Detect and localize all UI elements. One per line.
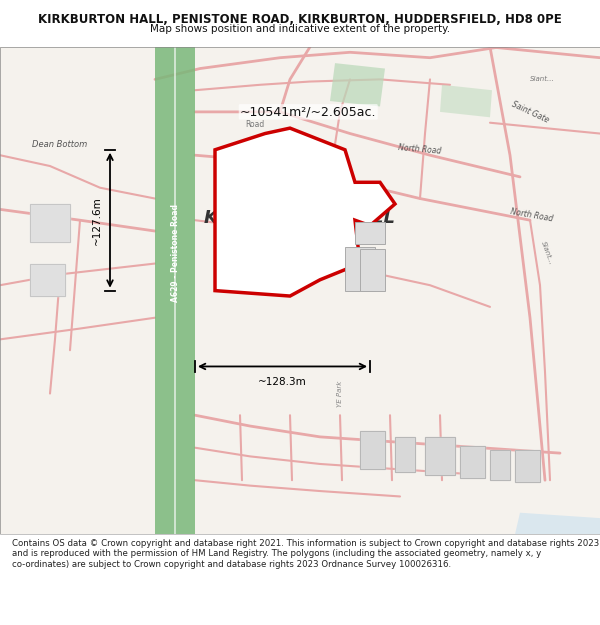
Bar	[515, 450, 540, 482]
Text: North Road: North Road	[510, 207, 554, 223]
Text: North Road: North Road	[398, 143, 442, 156]
Text: ~128.3m: ~128.3m	[258, 378, 307, 388]
Bar	[30, 264, 65, 296]
Bar	[425, 437, 455, 475]
Text: Contains OS data © Crown copyright and database right 2021. This information is : Contains OS data © Crown copyright and d…	[12, 539, 599, 569]
Bar	[360, 249, 385, 291]
Polygon shape	[155, 47, 195, 534]
Text: KIRKBURTON HALL, PENISTONE ROAD, KIRKBURTON, HUDDERSFIELD, HD8 0PE: KIRKBURTON HALL, PENISTONE ROAD, KIRKBUR…	[38, 13, 562, 26]
Bar	[490, 450, 510, 480]
Text: Saint Gate: Saint Gate	[510, 99, 550, 124]
Polygon shape	[215, 128, 395, 296]
Bar	[460, 446, 485, 478]
Polygon shape	[515, 512, 600, 534]
Bar	[395, 437, 415, 471]
Text: ~10541m²/~2.605ac.: ~10541m²/~2.605ac.	[240, 106, 377, 118]
Text: Road: Road	[245, 121, 264, 129]
Text: Map shows position and indicative extent of the property.: Map shows position and indicative extent…	[150, 24, 450, 34]
Text: ~127.6m: ~127.6m	[92, 196, 102, 244]
Bar	[515, 450, 540, 482]
Bar	[360, 431, 385, 469]
Bar	[360, 431, 385, 469]
Bar	[345, 248, 375, 291]
Bar	[30, 204, 70, 242]
Text: Slant...: Slant...	[530, 76, 555, 82]
Bar	[425, 437, 455, 475]
Text: Slant...: Slant...	[540, 240, 554, 266]
Bar	[395, 437, 415, 471]
Bar	[460, 446, 485, 478]
Text: KIRKBURTON HALL: KIRKBURTON HALL	[205, 209, 395, 227]
Bar	[30, 204, 70, 242]
Bar	[30, 264, 65, 296]
Bar	[490, 450, 510, 480]
Bar	[355, 222, 385, 244]
Text: YE Park: YE Park	[337, 381, 343, 407]
Polygon shape	[440, 85, 492, 118]
Text: Dean Bottom: Dean Bottom	[32, 140, 88, 149]
Text: A629 - Penistone Road: A629 - Penistone Road	[170, 204, 179, 302]
Polygon shape	[330, 63, 385, 106]
